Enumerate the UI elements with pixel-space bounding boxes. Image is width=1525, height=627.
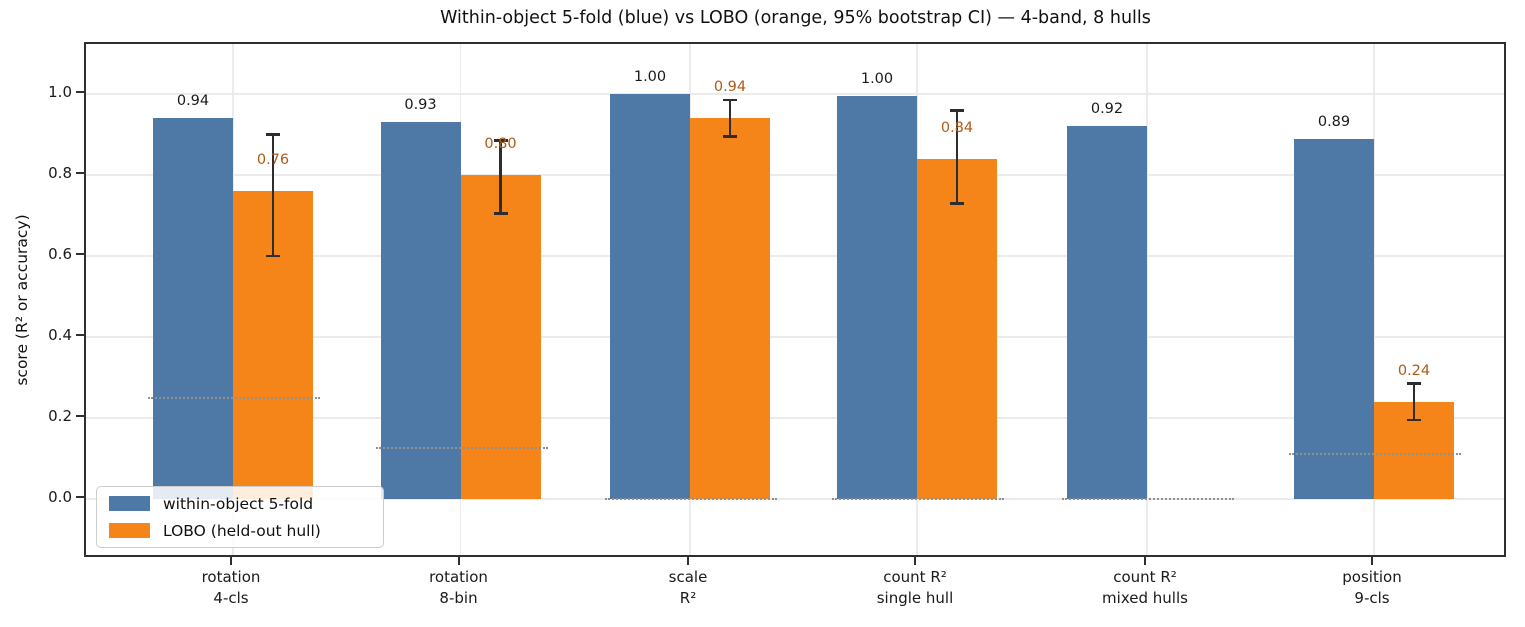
legend-swatch-orange — [109, 523, 150, 538]
chance-baseline — [605, 497, 777, 500]
bar-lobo — [690, 118, 770, 499]
legend-swatch-blue — [109, 496, 150, 511]
x-tick-label-line2: 4-cls — [213, 589, 249, 607]
bar-within-object — [610, 94, 690, 499]
error-bar-cap-bottom — [1407, 418, 1421, 422]
y-tick-label: 1.0 — [48, 83, 72, 102]
error-bar-cap-top — [1407, 382, 1421, 385]
x-tick-mark — [687, 557, 689, 565]
x-tick-label-line2: 8-bin — [439, 589, 478, 607]
error-bar — [728, 100, 732, 137]
error-bar-cap-bottom — [723, 135, 737, 138]
bar-value-label: 0.24 — [1397, 362, 1431, 379]
h-gridline — [86, 417, 1504, 419]
y-tick-mark — [76, 495, 84, 498]
y-tick-label: 0.6 — [48, 245, 72, 264]
y-tick-label: 0.8 — [48, 164, 72, 183]
legend-label: within-object 5-fold — [163, 494, 314, 513]
bar-value-label: 1.00 — [860, 71, 894, 88]
x-tick-label-line1: count R² — [1113, 568, 1177, 586]
x-tick-label-line2: R² — [679, 589, 697, 607]
y-tick-mark — [76, 414, 84, 417]
h-gridline — [86, 498, 1504, 500]
legend-label: LOBO (held-out hull) — [163, 521, 321, 540]
y-tick-label: 0.2 — [48, 406, 72, 425]
bar-value-label: 0.93 — [404, 97, 437, 114]
error-bar-cap-top — [266, 133, 280, 136]
bar-value-label: 0.89 — [1317, 113, 1351, 130]
x-tick-mark — [914, 557, 916, 565]
error-bar-cap-top — [950, 109, 964, 112]
error-bar-cap-top — [493, 139, 508, 142]
error-bar — [1412, 383, 1416, 420]
h-gridline — [86, 336, 1504, 338]
x-tick-label-line1: count R² — [883, 568, 947, 586]
legend-item-within-object: within-object 5-fold — [109, 493, 383, 514]
x-tick-label: scale R² — [578, 567, 798, 609]
x-tick-label-line2: single hull — [876, 589, 954, 607]
error-bar — [271, 134, 275, 256]
y-tick-label: 0.0 — [48, 487, 72, 506]
bar-value-label: 1.00 — [633, 69, 667, 86]
chance-baseline — [1289, 452, 1461, 455]
legend: within-object 5-fold LOBO (held-out hull… — [96, 486, 384, 548]
bar-value-label: 0.76 — [256, 152, 290, 169]
error-bar-cap-top — [723, 98, 737, 102]
y-axis-label: score (R² or accuracy) — [13, 214, 31, 386]
bar-within-object — [1294, 138, 1374, 499]
chance-baseline — [148, 396, 320, 399]
x-tick-mark — [457, 557, 460, 565]
bar-value-label: 0.94 — [713, 79, 747, 96]
x-tick-label-line1: position — [1342, 568, 1402, 586]
bar-within-object — [153, 118, 233, 499]
y-tick-mark — [76, 253, 84, 256]
x-tick-label-line2: 9-cls — [1354, 589, 1390, 607]
chart-title: Within-object 5-fold (blue) vs LOBO (ora… — [440, 8, 1151, 28]
x-tick-label-line2: mixed hulls — [1102, 589, 1188, 607]
bar-lobo — [917, 158, 997, 499]
x-tick-label: rotation 8-bin — [349, 567, 569, 609]
y-tick-mark — [76, 333, 84, 336]
chance-baseline — [832, 497, 1004, 500]
h-gridline — [86, 174, 1504, 176]
bar-value-label: 0.84 — [940, 119, 974, 136]
bar-within-object — [837, 96, 917, 499]
x-tick-mark — [230, 557, 232, 565]
legend-item-lobo: LOBO (held-out hull) — [109, 520, 383, 541]
error-bar-cap-bottom — [950, 202, 964, 205]
chance-baseline — [375, 447, 548, 450]
bar-value-label: 0.80 — [484, 136, 517, 153]
error-bar-cap-bottom — [266, 254, 280, 258]
h-gridline — [86, 93, 1504, 95]
y-tick-mark — [76, 172, 84, 175]
x-tick-label: count R² single hull — [805, 567, 1025, 609]
x-tick-label-line1: rotation — [429, 568, 488, 586]
bar-within-object — [380, 122, 461, 499]
bar-lobo — [460, 175, 541, 499]
x-tick-label: count R² mixed hulls — [1035, 567, 1255, 609]
x-tick-label-line1: rotation — [201, 568, 261, 586]
x-tick-label: rotation 4-cls — [121, 567, 341, 609]
bar-value-label: 0.92 — [1090, 101, 1124, 118]
error-bar — [955, 110, 959, 204]
bar-within-object — [1067, 126, 1147, 499]
y-tick-label: 0.4 — [48, 325, 72, 344]
y-tick-mark — [76, 91, 84, 94]
chance-baseline — [1062, 497, 1234, 500]
x-tick-mark — [1371, 557, 1373, 565]
x-tick-mark — [1144, 557, 1146, 565]
plot-area: 0.94 0.76 0.93 0.80 1.00 0.94 1.00 0.84 0.92 0.89… — [84, 42, 1506, 557]
h-gridline — [86, 255, 1504, 257]
error-bar — [499, 140, 502, 214]
x-tick-label-line1: scale — [668, 568, 708, 586]
bar-value-label: 0.94 — [176, 93, 210, 110]
x-tick-label: position 9-cls — [1262, 567, 1482, 609]
error-bar-cap-bottom — [493, 212, 508, 215]
